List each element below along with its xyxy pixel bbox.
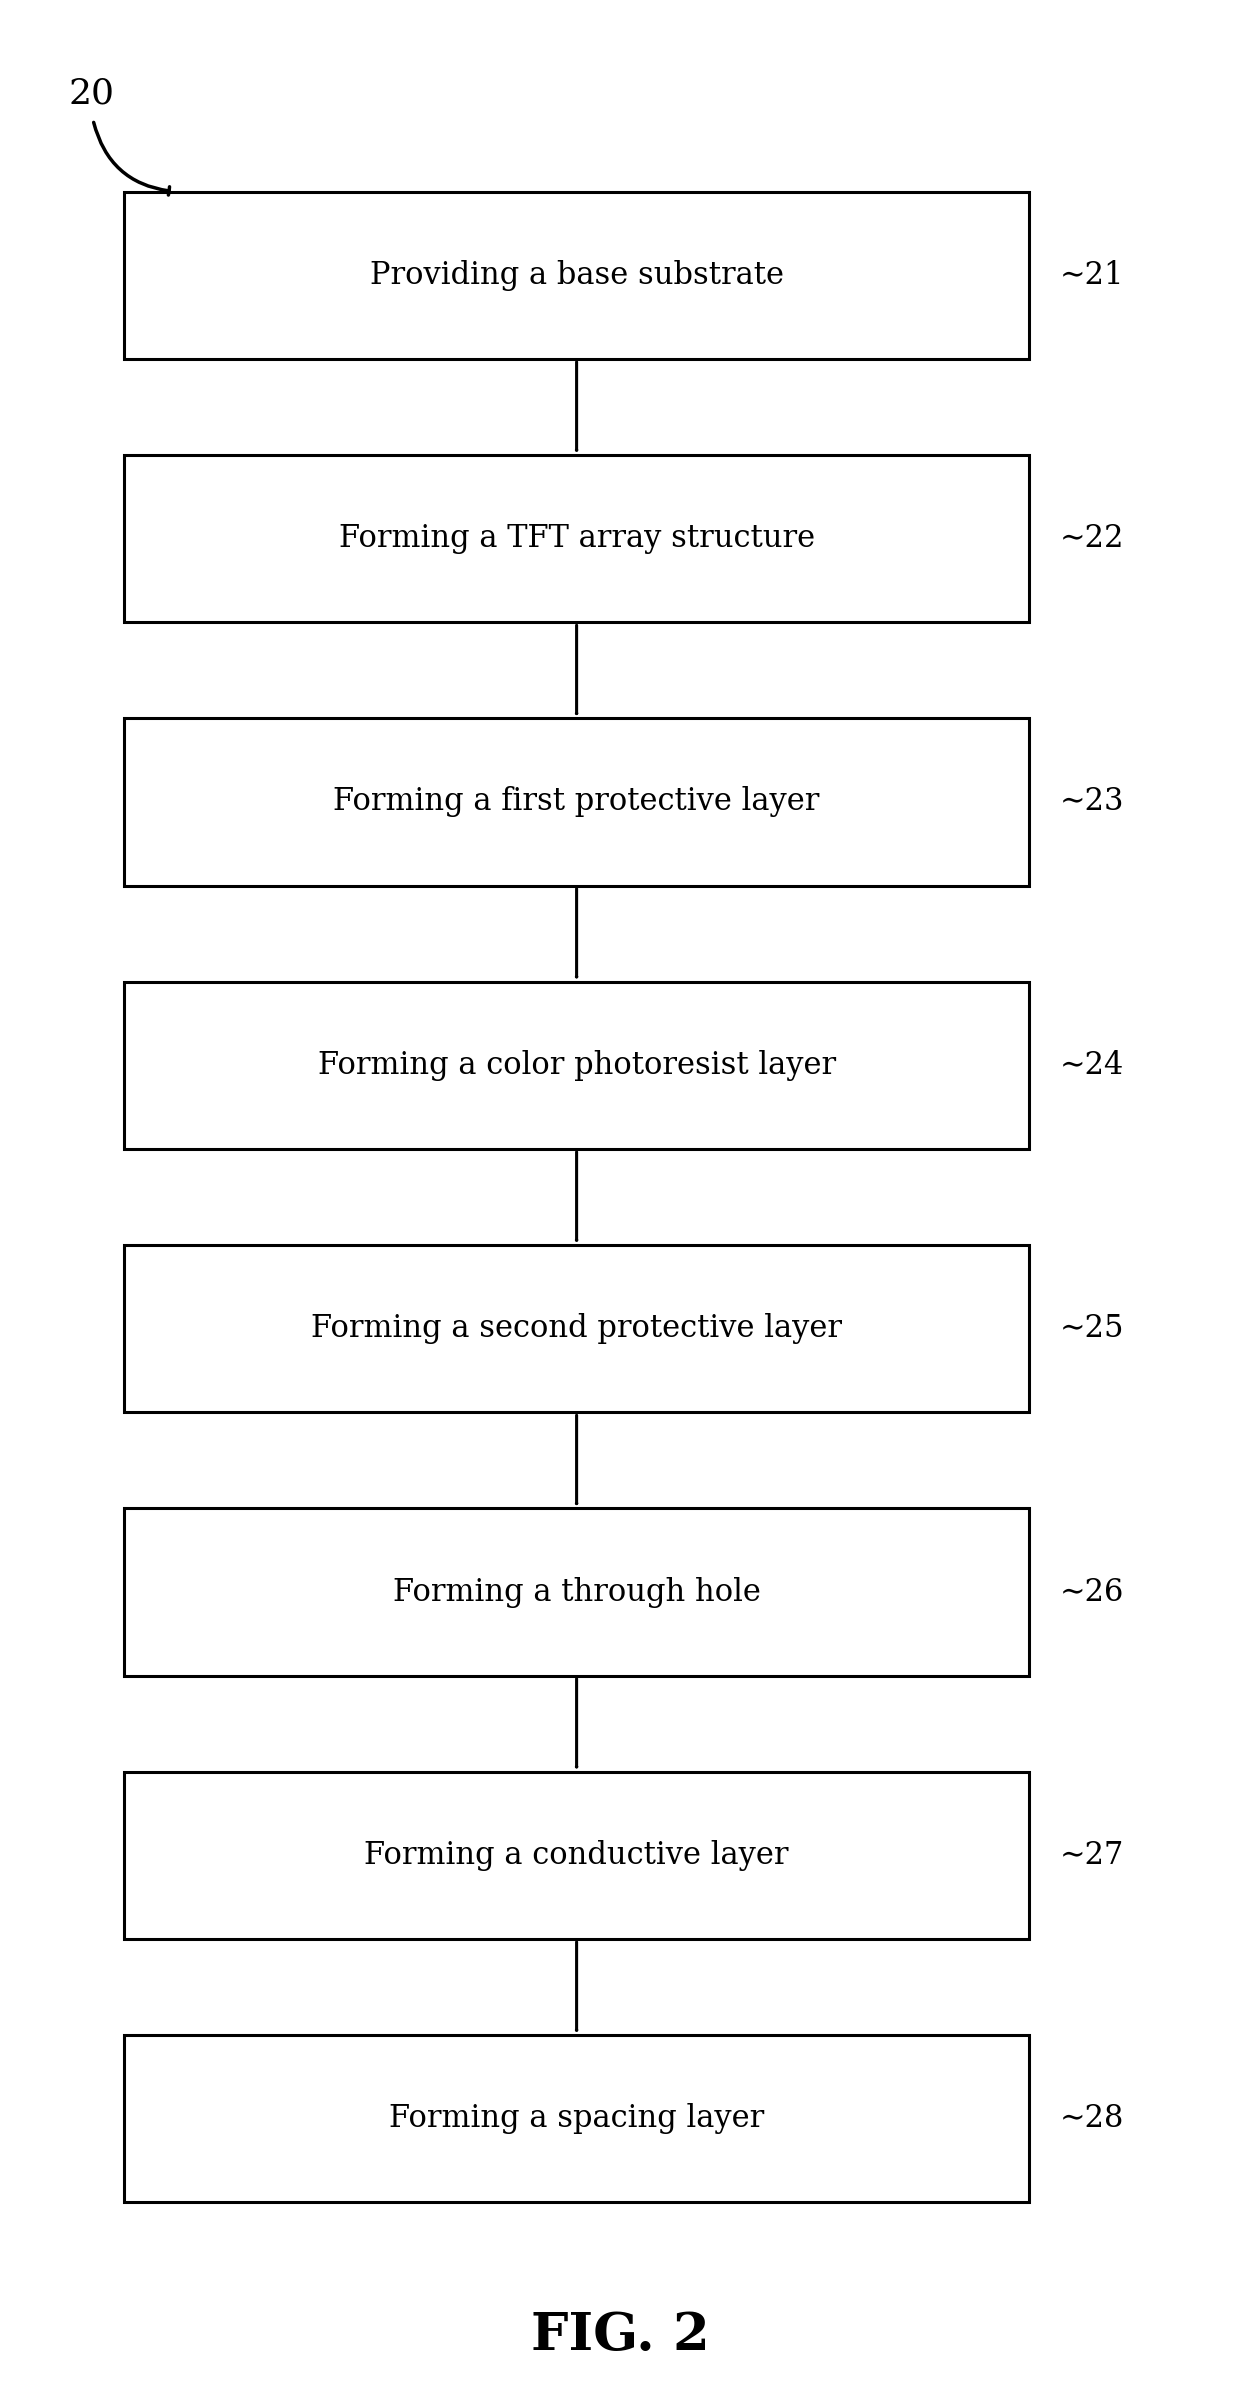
Text: ∼23: ∼23 [1060,788,1125,816]
Bar [124,2035,1029,2202]
Text: ∼26: ∼26 [1060,1578,1125,1606]
Text: ∼22: ∼22 [1060,524,1125,553]
Text: ∼25: ∼25 [1060,1314,1125,1343]
Bar [124,1508,1029,1676]
Text: Forming a spacing layer: Forming a spacing layer [389,2104,764,2133]
Text: 20: 20 [68,77,114,110]
Text: ∼24: ∼24 [1060,1051,1125,1080]
Text: Forming a conductive layer: Forming a conductive layer [365,1841,789,1870]
Bar [124,455,1029,622]
Bar [124,1245,1029,1412]
Text: ∼21: ∼21 [1060,261,1125,290]
Text: Providing a base substrate: Providing a base substrate [370,261,784,290]
Text: Forming a first protective layer: Forming a first protective layer [334,788,820,816]
Text: ∼27: ∼27 [1060,1841,1125,1870]
Text: Forming a second protective layer: Forming a second protective layer [311,1314,842,1343]
Text: Forming a color photoresist layer: Forming a color photoresist layer [317,1051,836,1080]
Text: ∼28: ∼28 [1060,2104,1125,2133]
Bar [124,192,1029,359]
Bar [124,1772,1029,1939]
Bar [124,718,1029,886]
Text: Forming a through hole: Forming a through hole [393,1578,760,1606]
Text: Forming a TFT array structure: Forming a TFT array structure [339,524,815,553]
Bar [124,982,1029,1149]
Text: FIG. 2: FIG. 2 [531,2310,709,2360]
